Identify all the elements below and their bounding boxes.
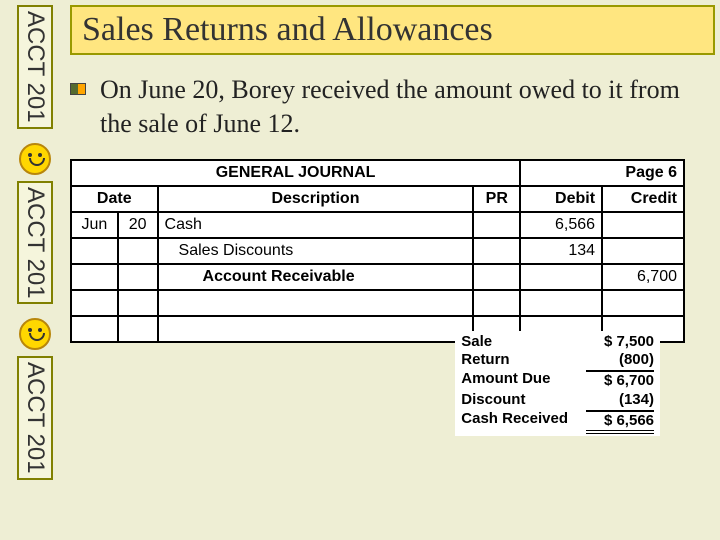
cell-month [71,238,118,264]
journal-area: GENERAL JOURNAL Page 6 Date Description … [70,159,715,343]
sidebar-course-label-1: ACCT 201 [17,5,53,129]
bullet-icon [70,83,86,95]
calculation-summary: Sale$ 7,500Return(800)Amount Due$ 6,700D… [455,331,660,437]
table-row: Jun20Cash 6,566 [71,212,684,238]
journal-column-headers: Date Description PR Debit Credit [71,186,684,212]
journal-header-title: GENERAL JOURNAL [71,160,520,186]
cell-pr [473,290,520,316]
cell-credit: 6,700 [602,264,684,290]
main-content: Sales Returns and Allowances On June 20,… [70,5,715,343]
col-date: Date [71,186,158,212]
calc-value: $ 6,700 [586,370,654,391]
calc-label: Cash Received [461,410,568,435]
cell-month [71,316,118,342]
smiley-icon [19,318,51,350]
cell-credit [602,212,684,238]
col-debit: Debit [520,186,602,212]
cell-debit [520,264,602,290]
cell-description [158,290,474,316]
cell-debit [520,290,602,316]
sidebar: ACCT 201 ACCT 201 ACCT 201 [10,5,60,535]
col-description: Description [158,186,474,212]
calc-row: Cash Received $ 6,566 [461,410,654,435]
cell-pr [473,238,520,264]
body-paragraph: On June 20, Borey received the amount ow… [100,75,680,138]
calc-value: (800) [586,351,654,370]
calc-label: Sale [461,333,492,352]
journal-page-label: Page 6 [520,160,684,186]
calc-value: $ 6,566 [586,410,654,435]
calc-row: Sale $ 7,500 [461,333,654,352]
cell-day [118,316,158,342]
calc-row: Amount Due $ 6,700 [461,370,654,391]
cell-day [118,264,158,290]
cell-credit [602,290,684,316]
cell-description: Cash [158,212,474,238]
table-row: Account Receivable 6,700 [71,264,684,290]
calc-label: Discount [461,391,525,410]
calc-label: Return [461,351,509,370]
cell-day [118,238,158,264]
cell-day [118,290,158,316]
cell-description: Account Receivable [158,264,474,290]
cell-description [158,316,474,342]
cell-description: Sales Discounts [158,238,474,264]
cell-pr [473,212,520,238]
cell-day: 20 [118,212,158,238]
cell-credit [602,238,684,264]
cell-month [71,264,118,290]
cell-month: Jun [71,212,118,238]
cell-month [71,290,118,316]
cell-debit: 6,566 [520,212,602,238]
calc-value: (134) [586,391,654,410]
calc-row: Return (800) [461,351,654,370]
table-row: Sales Discounts 134 [71,238,684,264]
general-journal-table: GENERAL JOURNAL Page 6 Date Description … [70,159,685,343]
smiley-icon [19,143,51,175]
calc-label: Amount Due [461,370,550,391]
slide-title: Sales Returns and Allowances [70,5,715,55]
col-credit: Credit [602,186,684,212]
calc-value: $ 7,500 [586,333,654,352]
sidebar-course-label-3: ACCT 201 [17,356,53,480]
slide-body: On June 20, Borey received the amount ow… [70,73,715,141]
calc-row: Discount (134) [461,391,654,410]
sidebar-course-label-2: ACCT 201 [17,181,53,305]
cell-debit: 134 [520,238,602,264]
col-pr: PR [473,186,520,212]
table-row [71,290,684,316]
cell-pr [473,264,520,290]
